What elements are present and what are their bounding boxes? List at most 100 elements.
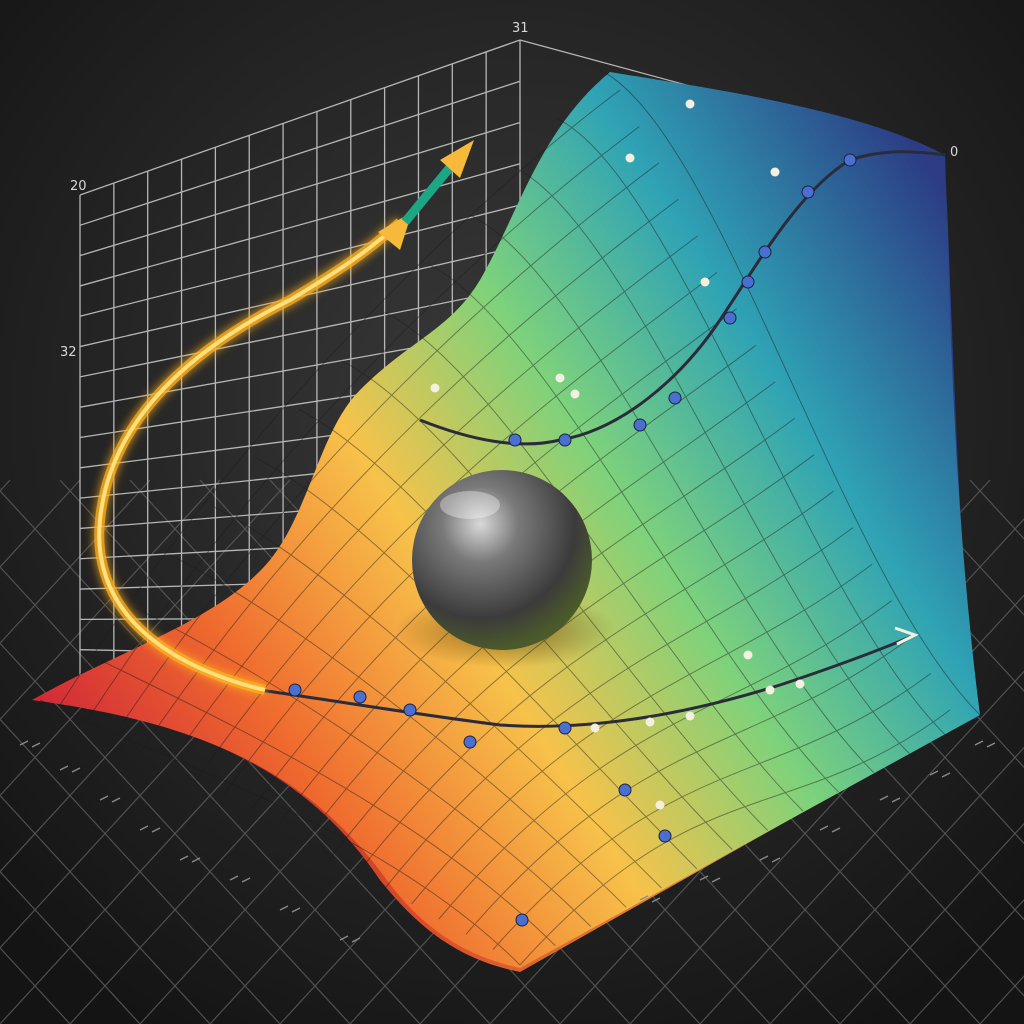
blue-dot bbox=[741, 275, 755, 289]
floor-tick-mark bbox=[759, 855, 781, 863]
sphere bbox=[412, 470, 592, 650]
blue-dot bbox=[403, 703, 417, 717]
floor-grid-line bbox=[0, 479, 221, 721]
white-dot bbox=[770, 167, 780, 177]
surface-mesh-line bbox=[599, 69, 981, 716]
floor-grid-line bbox=[0, 870, 141, 1024]
teal-arrow-shaft bbox=[401, 162, 456, 225]
data-dots bbox=[288, 99, 857, 927]
lower-trajectory-arrow bbox=[894, 626, 919, 646]
blue-dot bbox=[758, 245, 772, 259]
floor-tick-mark bbox=[179, 855, 201, 863]
blue-dot bbox=[723, 311, 737, 325]
floor-tick-mark bbox=[19, 740, 41, 748]
white-dot bbox=[685, 99, 695, 109]
blue-dot bbox=[463, 735, 477, 749]
blue-dot bbox=[843, 153, 857, 167]
floor-tick-mark bbox=[339, 935, 361, 943]
back-grid-line bbox=[79, 163, 521, 287]
floor-grid-line bbox=[0, 479, 291, 797]
blue-dot bbox=[558, 433, 572, 447]
white-dot bbox=[645, 717, 655, 727]
floor-grid-line bbox=[899, 479, 1024, 616]
floor-tick-mark bbox=[974, 740, 996, 748]
surface-mesh-line bbox=[167, 235, 698, 767]
surface-mesh-line bbox=[82, 651, 556, 947]
floor-tick-mark bbox=[59, 765, 81, 773]
surface-mesh-line bbox=[125, 602, 592, 927]
white-dot bbox=[625, 153, 635, 163]
white-dot bbox=[685, 711, 695, 721]
floor-tick-marks bbox=[19, 740, 996, 943]
white-dot bbox=[430, 383, 440, 393]
floor-tick-mark bbox=[99, 795, 121, 803]
surface-mesh-line bbox=[140, 199, 679, 752]
surface-mesh-line bbox=[113, 162, 660, 736]
floor-grid-line bbox=[0, 566, 421, 1024]
surface-mesh-line bbox=[470, 214, 875, 774]
back-grid-line bbox=[79, 80, 521, 226]
surface-mesh-line bbox=[86, 126, 640, 721]
white-dot bbox=[555, 373, 565, 383]
back-grid-line bbox=[79, 121, 521, 257]
floor-tick-mark bbox=[929, 770, 951, 778]
floor-grid-line bbox=[0, 479, 151, 645]
surface-mesh-line bbox=[513, 166, 910, 754]
floor-tick-mark bbox=[229, 875, 251, 883]
blue-dot bbox=[353, 690, 367, 704]
white-dot bbox=[570, 389, 580, 399]
blue-dot bbox=[288, 683, 302, 697]
blue-dot bbox=[658, 829, 672, 843]
blue-dot bbox=[515, 913, 529, 927]
left-top-axis-label: 20 bbox=[70, 179, 87, 194]
top-axis-label: 31 bbox=[512, 21, 529, 36]
back-grid-line bbox=[79, 39, 521, 196]
right-corner-axis-label: 0 bbox=[950, 145, 958, 160]
blue-dot bbox=[801, 185, 815, 199]
white-dot bbox=[765, 685, 775, 695]
floor-tick-mark bbox=[139, 825, 161, 833]
floor-grid-line bbox=[839, 822, 1024, 1024]
surface-mesh-line bbox=[427, 263, 839, 793]
sphere-highlight bbox=[440, 491, 500, 519]
surface-mesh-line bbox=[169, 554, 627, 908]
surface-mesh-line bbox=[465, 636, 912, 935]
teal-arrow-head-icon bbox=[440, 140, 474, 178]
blue-dot bbox=[668, 391, 682, 405]
floor-grid-line bbox=[909, 899, 1024, 1024]
floor-tick-mark bbox=[699, 875, 721, 883]
white-dot bbox=[743, 650, 753, 660]
back-grid-line bbox=[79, 204, 521, 317]
floor-tick-mark bbox=[639, 895, 661, 903]
upper-trajectory bbox=[419, 150, 946, 446]
blue-dot bbox=[633, 418, 647, 432]
surface-mesh-line bbox=[212, 505, 662, 889]
surface-mesh-line bbox=[438, 600, 893, 920]
path-arrow-head-icon bbox=[378, 212, 412, 250]
glowing-path-core bbox=[97, 220, 402, 692]
floor-grid-line bbox=[699, 670, 1024, 1024]
surface-mesh-line bbox=[411, 563, 873, 905]
floor-grid-line bbox=[0, 794, 211, 1024]
surface-mesh-line bbox=[384, 527, 854, 889]
surface-mesh-line bbox=[39, 699, 521, 966]
blue-dot bbox=[618, 783, 632, 797]
floor-tick-mark bbox=[879, 795, 901, 803]
white-dot bbox=[590, 723, 600, 733]
floor-grid-line bbox=[0, 718, 281, 1024]
white-dot bbox=[700, 277, 710, 287]
blue-dot bbox=[508, 433, 522, 447]
floor-grid-line bbox=[769, 746, 1024, 1024]
left-mid-axis-label: 32 bbox=[60, 345, 77, 360]
surface-mesh-line bbox=[59, 89, 621, 706]
floor-tick-mark bbox=[279, 905, 301, 913]
white-dot bbox=[795, 679, 805, 689]
lower-trajectory bbox=[259, 633, 916, 728]
back-grid-line bbox=[79, 286, 521, 378]
surface-mesh-line bbox=[492, 673, 931, 951]
blue-dot bbox=[558, 721, 572, 735]
floor-grid-line bbox=[0, 642, 351, 1024]
surface-mesh-line bbox=[519, 709, 951, 966]
